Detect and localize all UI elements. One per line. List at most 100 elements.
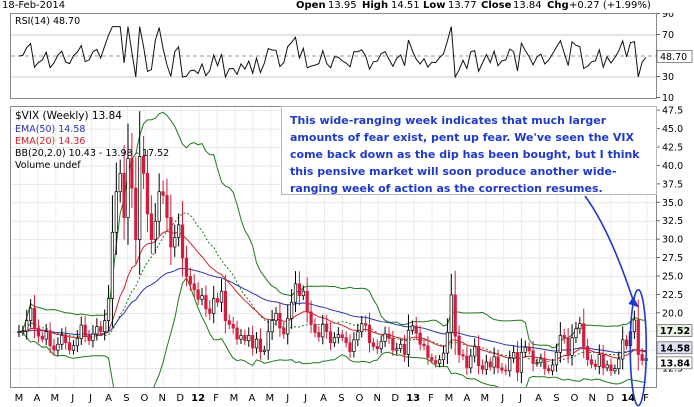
candle-body: [36, 327, 41, 337]
candle-body: [414, 325, 418, 334]
candle-body: [570, 337, 574, 356]
candle-body: [628, 331, 633, 347]
candle-body: [215, 298, 220, 303]
candle-body: [138, 156, 142, 240]
x-tick-label: A: [105, 393, 112, 404]
candle-body: [161, 191, 165, 196]
header-low-label: Low: [423, 0, 446, 11]
price-plot: [11, 107, 656, 387]
candle-body: [91, 333, 95, 341]
tag-ema50-bg: [656, 341, 693, 355]
candle-body: [617, 358, 621, 369]
candle-body: [375, 346, 379, 350]
x-tick-label: D: [391, 393, 399, 404]
y-tick-label: 37.5: [662, 179, 683, 190]
candle-body: [173, 237, 177, 248]
x-tick-label: J: [500, 393, 504, 404]
ema50-line: [18, 267, 647, 354]
rsi-current-tag: 48.70: [660, 52, 687, 63]
candle-body: [126, 158, 130, 218]
candle-body: [484, 361, 488, 370]
x-tick-label: 14: [621, 393, 635, 404]
header-high-label: High: [362, 0, 389, 11]
candle-body: [461, 354, 465, 357]
candle-body: [247, 335, 251, 341]
candle-body: [566, 338, 570, 356]
candle-body: [360, 323, 364, 333]
candle-body: [640, 354, 644, 361]
x-tick-label: 13: [406, 393, 420, 404]
candle-body: [254, 338, 259, 349]
candle-body: [44, 331, 48, 340]
header-open-value: 13.95: [328, 0, 357, 11]
x-tick-label: N: [589, 393, 596, 404]
candle-body: [103, 320, 107, 333]
rsi-panel: RSI(14) 48.70: [10, 13, 657, 99]
candle-body: [110, 231, 115, 299]
candle-body: [593, 363, 598, 367]
candle-body: [29, 307, 33, 322]
candle-body: [605, 364, 609, 369]
candle-body: [196, 289, 200, 300]
y-tick-label: 47.5: [662, 106, 683, 117]
x-tick-label: N: [374, 393, 381, 404]
candle-body: [266, 331, 270, 351]
x-tick-label: J: [88, 393, 92, 404]
candle-body: [243, 335, 247, 341]
candle-body: [550, 364, 555, 372]
header-open-label: Open: [296, 0, 326, 11]
x-tick-label: F: [213, 393, 219, 404]
header-date: 18-Feb-2014: [2, 0, 66, 11]
candle-body: [523, 346, 527, 353]
candle-body: [25, 320, 29, 332]
x-tick-label: J: [303, 393, 307, 404]
x-tick-label: M: [480, 393, 489, 404]
candle-body: [321, 324, 325, 338]
candle-body: [87, 335, 91, 341]
candle-body: [64, 335, 68, 344]
x-tick-label: S: [123, 393, 129, 404]
annotation-box: This wide-ranging week indicates that mu…: [281, 106, 657, 195]
y-tick-label: 27.5: [662, 253, 683, 264]
candle-body: [434, 360, 438, 364]
x-tick-label: O: [570, 393, 578, 404]
candle-body: [75, 338, 79, 347]
y-tick-label: 45.0: [662, 124, 683, 135]
candle-body: [601, 354, 605, 369]
candle-body: [543, 358, 547, 369]
legend-symbol: $VIX (Weekly) 13.84: [15, 110, 122, 122]
candle-body: [122, 172, 126, 218]
candle-body: [153, 220, 157, 240]
rsi-legend: RSI(14) 48.70: [15, 16, 81, 27]
x-tick-label: M: [445, 393, 454, 404]
legend-bollinger: BB(20,2.0) 10.43 - 13.98 - 17.52: [15, 148, 170, 159]
candle-body: [406, 329, 411, 355]
y-tick-label: 42.5: [662, 143, 683, 154]
candle-body: [180, 224, 185, 259]
candle-body: [636, 319, 640, 355]
candle-body: [83, 324, 87, 336]
candle-body: [574, 328, 578, 338]
candle-body: [157, 191, 161, 222]
y-tick-label: 20.0: [662, 308, 683, 319]
x-tick-label: D: [606, 393, 614, 404]
candle-body: [582, 323, 586, 347]
candle-body: [134, 187, 138, 240]
x-tick-label: A: [248, 393, 255, 404]
candle-body: [301, 290, 305, 296]
price-axis: 47.5 45.0 42.5 40.0 37.5 35.0 32.5 30.0 27.5 25.0…: [656, 106, 693, 375]
candle-body: [445, 332, 450, 354]
candle-body: [621, 339, 625, 360]
candle-body: [21, 330, 25, 333]
candle-body: [562, 335, 566, 339]
candle-body: [200, 295, 204, 300]
candle-body: [535, 362, 539, 365]
candle-body: [208, 308, 212, 314]
ema20-line: [18, 230, 647, 361]
x-tick-label: A: [463, 393, 470, 404]
candle-body: [441, 352, 446, 361]
candle-body: [426, 345, 430, 358]
bollinger-middle-line: [18, 212, 647, 364]
candle-body: [278, 312, 282, 329]
candle-body: [192, 283, 196, 291]
